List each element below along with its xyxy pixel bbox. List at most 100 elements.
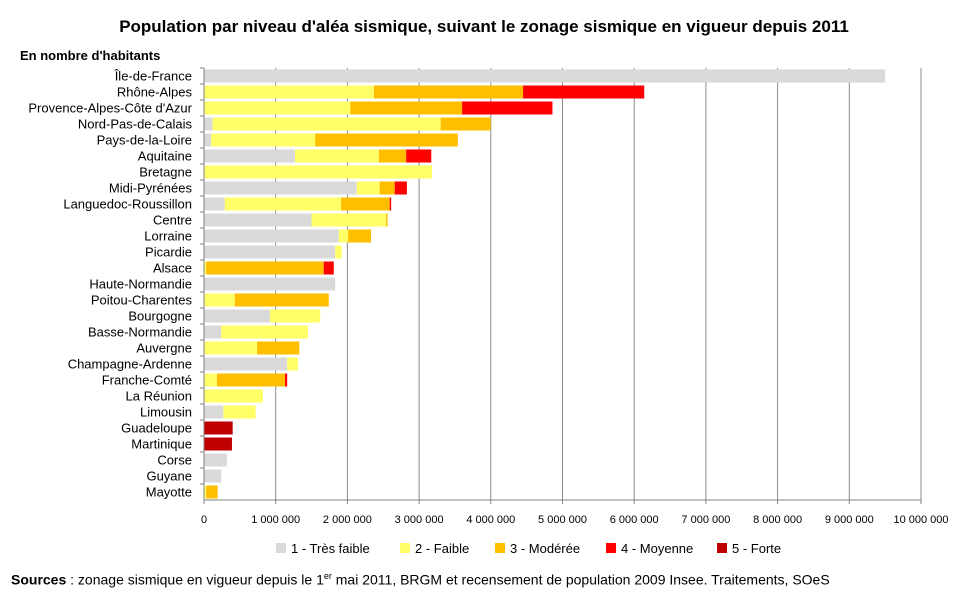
category-label: Basse-Normandie bbox=[88, 325, 192, 340]
bar-segment bbox=[394, 181, 407, 195]
category-label: Lorraine bbox=[144, 229, 192, 244]
bar-segment bbox=[295, 149, 379, 163]
bar-segment bbox=[335, 245, 342, 259]
bars-group bbox=[204, 69, 886, 499]
bar-segment bbox=[216, 373, 286, 387]
category-label: Bretagne bbox=[139, 165, 192, 180]
bar-segment bbox=[389, 197, 392, 211]
x-tick-label: 4 000 000 bbox=[466, 514, 515, 526]
bar-segment bbox=[204, 389, 263, 403]
bar-segment bbox=[379, 181, 395, 195]
legend-swatch bbox=[400, 543, 410, 553]
x-tick-label: 2 000 000 bbox=[323, 514, 372, 526]
source-label: Sources bbox=[11, 571, 67, 588]
category-label: Nord-Pas-de-Calais bbox=[78, 117, 193, 132]
legend-swatch bbox=[276, 543, 286, 553]
category-label: Pays-de-la-Loire bbox=[97, 133, 192, 148]
legend-label: 1 - Très faible bbox=[291, 541, 370, 556]
bar-segment bbox=[315, 133, 458, 147]
category-label: Bourgogne bbox=[128, 309, 192, 324]
chart-subtitle: En nombre d'habitants bbox=[20, 48, 161, 63]
bar-segment bbox=[223, 405, 256, 419]
category-label: Provence-Alpes-Côte d'Azur bbox=[28, 101, 192, 116]
category-label: Martinique bbox=[131, 437, 192, 452]
source-text-end: mai 2011, BRGM et recensement de populat… bbox=[331, 571, 830, 588]
category-label: Guyane bbox=[146, 469, 192, 484]
category-label: Picardie bbox=[145, 245, 192, 260]
bar-segment bbox=[204, 325, 222, 339]
legend: 1 - Très faible 2 - Faible 3 - Modérée 4 - … bbox=[276, 541, 781, 556]
category-label: Limousin bbox=[140, 405, 192, 420]
category-label: Corse bbox=[157, 453, 192, 468]
bar-segment bbox=[204, 405, 224, 419]
bar-segment bbox=[204, 213, 312, 227]
source-text-start: : zonage sismique en vigueur depuis le 1 bbox=[66, 571, 324, 588]
bar-segment bbox=[287, 357, 298, 371]
legend-label: 5 - Forte bbox=[732, 541, 781, 556]
bar-segment bbox=[350, 101, 463, 115]
x-tick-label: 6 000 000 bbox=[610, 514, 659, 526]
legend-swatch bbox=[717, 543, 727, 553]
bar-segment bbox=[204, 149, 296, 163]
bar-segment bbox=[204, 165, 433, 179]
legend-label: 2 - Faible bbox=[415, 541, 469, 556]
legend-swatch bbox=[606, 543, 616, 553]
bar-segment bbox=[356, 181, 380, 195]
bar-segment bbox=[204, 277, 336, 291]
x-tick-label: 3 000 000 bbox=[395, 514, 444, 526]
bar-segment bbox=[204, 261, 207, 275]
category-label: Franche-Comté bbox=[102, 373, 192, 388]
bar-segment bbox=[204, 117, 213, 131]
bar-segment bbox=[204, 453, 227, 467]
bar-segment bbox=[204, 469, 222, 483]
bar-segment bbox=[204, 293, 235, 307]
bar-segment bbox=[204, 197, 225, 211]
bar-segment bbox=[462, 101, 553, 115]
x-tick-label: 1 000 000 bbox=[251, 514, 300, 526]
legend-label: 3 - Modérée bbox=[510, 541, 580, 556]
x-tick-label: 9 000 000 bbox=[825, 514, 874, 526]
bar-segment bbox=[523, 85, 645, 99]
x-tick-label: 10 000 000 bbox=[893, 514, 948, 526]
bar-segment bbox=[204, 485, 207, 499]
category-label: Aquitaine bbox=[138, 149, 192, 164]
bar-segment bbox=[206, 261, 324, 275]
bar-segment bbox=[204, 421, 233, 435]
source-note: Sources : zonage sismique en vigueur dep… bbox=[11, 571, 830, 588]
bar-segment bbox=[378, 149, 407, 163]
category-label: Languedoc-Roussillon bbox=[63, 197, 192, 212]
category-labels: Île-de-FranceRhône-AlpesProvence-Alpes-C… bbox=[28, 69, 192, 500]
bar-segment bbox=[373, 85, 524, 99]
bar-segment bbox=[204, 357, 288, 371]
chart-title: Population par niveau d'aléa sismique, s… bbox=[119, 17, 849, 36]
bar-segment bbox=[204, 133, 212, 147]
source-superscript: er bbox=[323, 571, 332, 581]
category-label: Midi-Pyrénées bbox=[109, 181, 193, 196]
bar-segment bbox=[285, 373, 288, 387]
category-label: Champagne-Ardenne bbox=[68, 357, 192, 372]
bar-segment bbox=[204, 101, 351, 115]
x-tick-label: 0 bbox=[201, 514, 207, 526]
category-label: Rhône-Alpes bbox=[117, 85, 193, 100]
category-label: Guadeloupe bbox=[121, 421, 192, 436]
bar-segment bbox=[204, 245, 336, 259]
category-label: Haute-Normandie bbox=[89, 277, 192, 292]
bar-segment bbox=[311, 213, 387, 227]
legend-swatch bbox=[495, 543, 505, 553]
bar-segment bbox=[211, 133, 316, 147]
bar-segment bbox=[323, 261, 334, 275]
category-label: Auvergne bbox=[136, 341, 192, 356]
bar-segment bbox=[204, 181, 357, 195]
bar-segment bbox=[257, 341, 300, 355]
bar-segment bbox=[204, 437, 232, 451]
legend-label: 4 - Moyenne bbox=[621, 541, 693, 556]
x-tick-label: 7 000 000 bbox=[681, 514, 730, 526]
bar-segment bbox=[206, 485, 218, 499]
category-label: Mayotte bbox=[146, 485, 192, 500]
bar-segment bbox=[340, 197, 390, 211]
bar-segment bbox=[204, 373, 217, 387]
x-tick-label: 5 000 000 bbox=[538, 514, 587, 526]
category-label: Poitou-Charentes bbox=[91, 293, 193, 308]
bar-segment bbox=[338, 229, 349, 243]
